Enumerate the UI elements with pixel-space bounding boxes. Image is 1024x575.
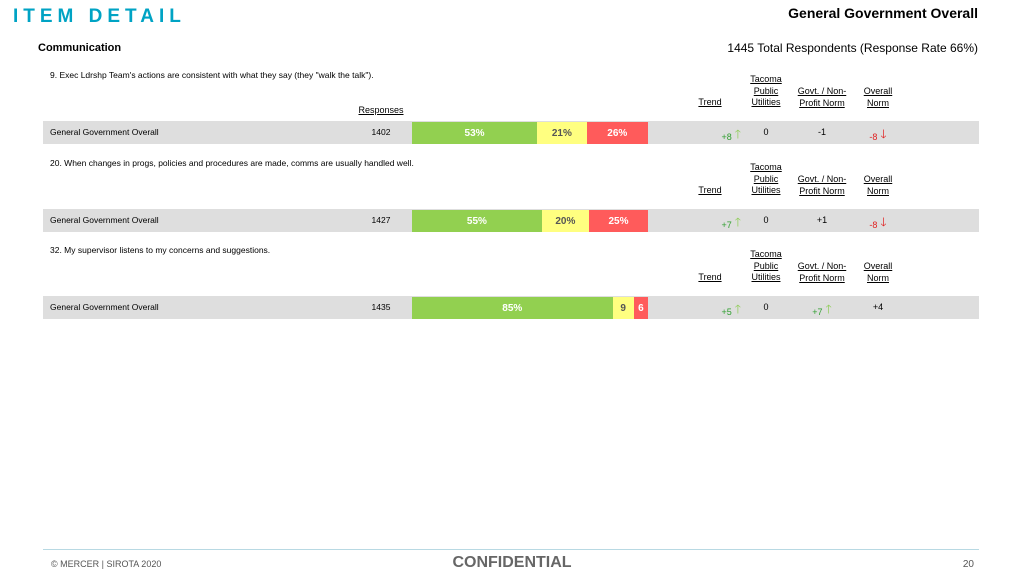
item-block: 9. Exec Ldrshp Team's actions are consis… <box>0 70 1024 160</box>
neutral-segment: 21% <box>537 122 587 144</box>
trend-header: Trend <box>698 97 722 107</box>
neutral-segment: 20% <box>541 210 589 232</box>
distribution-bar: 55% 20% 25% <box>412 210 648 232</box>
arrow-up-icon: 🡑 <box>825 302 832 316</box>
unfavorable-segment: 26% <box>586 122 648 144</box>
neutral-segment: 9 <box>612 297 634 319</box>
trend-header: Trend <box>698 185 722 195</box>
tacoma-value: 0 <box>763 127 769 137</box>
section-title: ITEM DETAIL <box>13 6 186 27</box>
responses-header: Responses <box>358 105 404 115</box>
arrow-up-icon: 🡑 <box>734 302 741 316</box>
question-text: 32. My supervisor listens to my concerns… <box>50 245 271 255</box>
copyright-text: © MERCER | SIROTA 2020 <box>51 559 162 569</box>
result-row: General Government Overall 1402 53% 21% … <box>43 121 979 144</box>
overall-norm-header: Overall Norm <box>863 174 893 196</box>
report-title: General Government Overall <box>788 5 978 21</box>
govt-norm-header: Govt. / Non-Profit Norm <box>797 261 847 283</box>
tacoma-header: Tacoma Public Utilities <box>750 74 782 107</box>
result-row: General Government Overall 1427 55% 20% … <box>43 209 979 232</box>
unfavorable-segment: 6 <box>633 297 648 319</box>
group-label: General Government Overall <box>50 127 159 137</box>
tacoma-value: 0 <box>763 302 769 312</box>
arrow-down-icon: 🡓 <box>880 127 887 141</box>
arrow-up-icon: 🡑 <box>734 215 741 229</box>
trend-value: +8 🡑 <box>721 127 741 142</box>
respondents-summary: 1445 Total Respondents (Response Rate 66… <box>727 41 978 55</box>
response-count: 1435 <box>371 302 391 312</box>
question-text: 9. Exec Ldrshp Team's actions are consis… <box>50 70 374 80</box>
category-title: Communication <box>38 42 122 54</box>
favorable-segment: 85% <box>412 297 613 319</box>
item-block: 20. When changes in progs, policies and … <box>0 158 1024 248</box>
unfavorable-segment: 25% <box>588 210 648 232</box>
govt-norm-header: Govt. / Non-Profit Norm <box>797 174 847 196</box>
overall-norm-value: +4 <box>872 302 884 312</box>
footer-divider <box>43 549 979 550</box>
favorable-segment: 53% <box>412 122 538 144</box>
response-count: 1427 <box>371 215 391 225</box>
confidential-label: CONFIDENTIAL <box>452 554 572 571</box>
group-label: General Government Overall <box>50 302 159 312</box>
govt-norm-header: Govt. / Non-Profit Norm <box>797 86 847 108</box>
response-count: 1402 <box>371 127 391 137</box>
govt-norm-value: +7 🡑 <box>812 302 832 317</box>
tacoma-value: 0 <box>763 215 769 225</box>
overall-norm-header: Overall Norm <box>863 261 893 283</box>
favorable-segment: 55% <box>412 210 542 232</box>
question-text: 20. When changes in progs, policies and … <box>50 158 414 168</box>
tacoma-header: Tacoma Public Utilities <box>750 249 782 282</box>
govt-norm-value: -1 <box>817 127 826 137</box>
overall-norm-value: -8 🡓 <box>869 215 887 230</box>
trend-value: +7 🡑 <box>721 215 741 230</box>
arrow-down-icon: 🡓 <box>880 215 887 229</box>
result-row: General Government Overall 1435 85% 9 6 … <box>43 296 979 319</box>
page-number: 20 <box>962 559 974 570</box>
distribution-bar: 53% 21% 26% <box>412 122 648 144</box>
arrow-up-icon: 🡑 <box>734 127 741 141</box>
tacoma-header: Tacoma Public Utilities <box>750 162 782 195</box>
distribution-bar: 85% 9 6 <box>412 297 648 319</box>
govt-norm-value: +1 <box>816 215 828 225</box>
trend-header: Trend <box>698 272 722 282</box>
item-block: 32. My supervisor listens to my concerns… <box>0 245 1024 335</box>
trend-value: +5 🡑 <box>721 302 741 317</box>
overall-norm-header: Overall Norm <box>863 86 893 108</box>
group-label: General Government Overall <box>50 215 159 225</box>
overall-norm-value: -8 🡓 <box>869 127 887 142</box>
